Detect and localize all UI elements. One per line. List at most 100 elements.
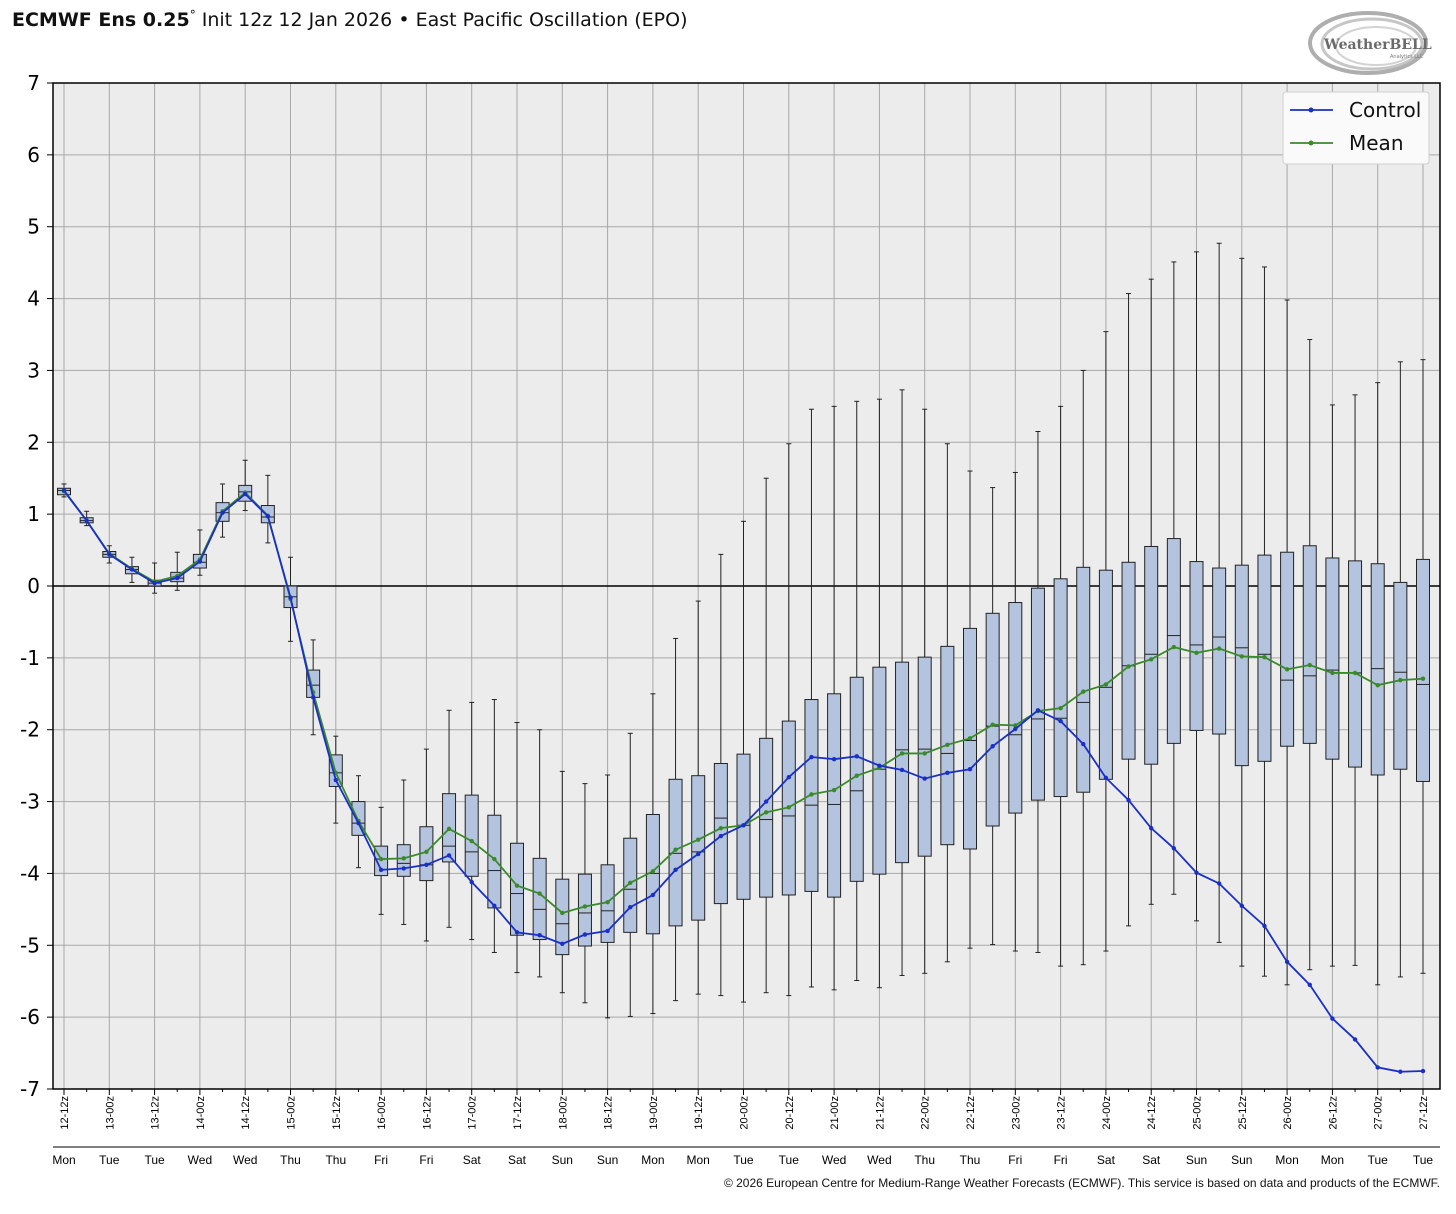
x-tick-label: 26-00z (1282, 1096, 1294, 1130)
day-label: Tue (1368, 1153, 1389, 1167)
mean-point (718, 825, 724, 831)
control-point (1398, 1069, 1403, 1074)
x-tick-label: 27-12z (1418, 1096, 1430, 1130)
control-point (809, 754, 814, 760)
box-plot (1280, 299, 1295, 986)
mean-point (763, 810, 769, 815)
control-point (333, 777, 338, 783)
mean-point (1216, 646, 1222, 651)
box-iqr (1370, 563, 1385, 776)
box-iqr (1030, 587, 1045, 801)
day-label: Sat (1142, 1153, 1161, 1167)
box-iqr (464, 794, 479, 877)
mean-point (1307, 662, 1312, 668)
control-point (265, 514, 271, 519)
mean-point (809, 792, 814, 797)
y-tick-label: -6 (20, 1005, 40, 1029)
control-point (1013, 726, 1018, 732)
control-point (560, 941, 565, 947)
x-axis: 12-12z Mon 13-00z Tue 13-12z Tue 14-00z Wed 14-1… (52, 1089, 1440, 1167)
x-tick-label: 19-00z (648, 1096, 660, 1130)
control-point (288, 595, 293, 600)
mean-point (831, 787, 837, 793)
y-tick-label: -5 (20, 933, 40, 957)
mean-point (1126, 664, 1131, 669)
legend-control-label: Control (1349, 98, 1421, 122)
x-tick-label: 21-12z (874, 1096, 886, 1130)
x-tick-label: 18-00z (557, 1096, 569, 1130)
x-tick-label: 18-12z (603, 1096, 615, 1130)
box-plot (1008, 471, 1023, 952)
weatherbell-logo: WeatherBELL Analytics LLC (1306, 8, 1438, 78)
y-tick-label: -1 (20, 646, 40, 670)
control-point (854, 754, 859, 759)
control-point (967, 767, 973, 772)
copyright-notice: © 2026 European Centre for Medium-Range … (723, 1176, 1440, 1190)
x-tick-label: 25-12z (1237, 1096, 1249, 1130)
weatherbell-logo-graphic: WeatherBELL Analytics LLC (1308, 11, 1432, 75)
x-tick-label: 21-00z (829, 1096, 841, 1130)
box-iqr (872, 666, 887, 875)
x-tick-label: 16-12z (421, 1096, 433, 1130)
day-label: Wed (822, 1153, 846, 1167)
day-label: Mon (52, 1153, 75, 1167)
logo-subtext: Analytics LLC (1390, 54, 1424, 60)
control-point (356, 820, 361, 826)
x-tick-label: 13-00z (104, 1096, 116, 1130)
day-label: Mon (687, 1153, 710, 1167)
mean-point (401, 856, 406, 861)
day-label: Sun (597, 1153, 618, 1167)
box-iqr (1393, 581, 1408, 770)
box-iqr (691, 775, 706, 921)
day-label: Thu (960, 1153, 981, 1167)
box-plot (985, 487, 1000, 946)
y-tick-label: 1 (27, 502, 40, 526)
box-plot (1212, 242, 1227, 943)
control-point (1035, 708, 1041, 713)
control-point (378, 867, 384, 873)
mean-point (1375, 682, 1380, 688)
control-point (1330, 1016, 1335, 1021)
control-point (537, 933, 542, 938)
mean-point (1194, 650, 1199, 656)
control-point (401, 866, 406, 871)
control-point (763, 799, 769, 804)
box-plot (1325, 404, 1340, 967)
day-label: Tue (733, 1153, 754, 1167)
x-tick-label: 17-00z (467, 1096, 479, 1130)
y-tick-label: 5 (27, 215, 40, 239)
box-plot (668, 637, 683, 1002)
day-label: Tue (99, 1153, 120, 1167)
box-iqr (532, 857, 547, 941)
mean-point (1262, 654, 1267, 660)
mean-point (945, 742, 950, 748)
control-point (1284, 959, 1290, 965)
box-plot (1121, 293, 1136, 927)
mean-point (514, 883, 520, 888)
control-point (469, 879, 474, 885)
control-point (718, 833, 724, 839)
x-tick-label: 24-12z (1146, 1096, 1158, 1130)
day-label: Tue (1413, 1153, 1434, 1167)
x-tick-label: 23-00z (1010, 1096, 1022, 1130)
control-point (1103, 775, 1109, 781)
x-tick-label: 22-00z (920, 1096, 932, 1130)
control-point (990, 744, 995, 749)
control-point (786, 774, 791, 780)
box-plot (532, 729, 547, 978)
mean-point (1103, 682, 1109, 687)
mean-point (1171, 644, 1177, 650)
mean-point (424, 849, 429, 855)
y-tick-label: -2 (20, 718, 40, 742)
x-tick-label: 25-00z (1192, 1096, 1204, 1130)
control-point (152, 580, 157, 586)
box-iqr (487, 814, 502, 909)
box-iqr (895, 661, 910, 864)
box-iqr (1416, 558, 1430, 782)
box-iqr (1121, 561, 1136, 760)
box-plot (1144, 278, 1159, 905)
mean-point (492, 856, 497, 862)
box-plot (577, 783, 592, 1004)
day-label: Sat (1097, 1153, 1116, 1167)
box-plot (1053, 405, 1068, 967)
